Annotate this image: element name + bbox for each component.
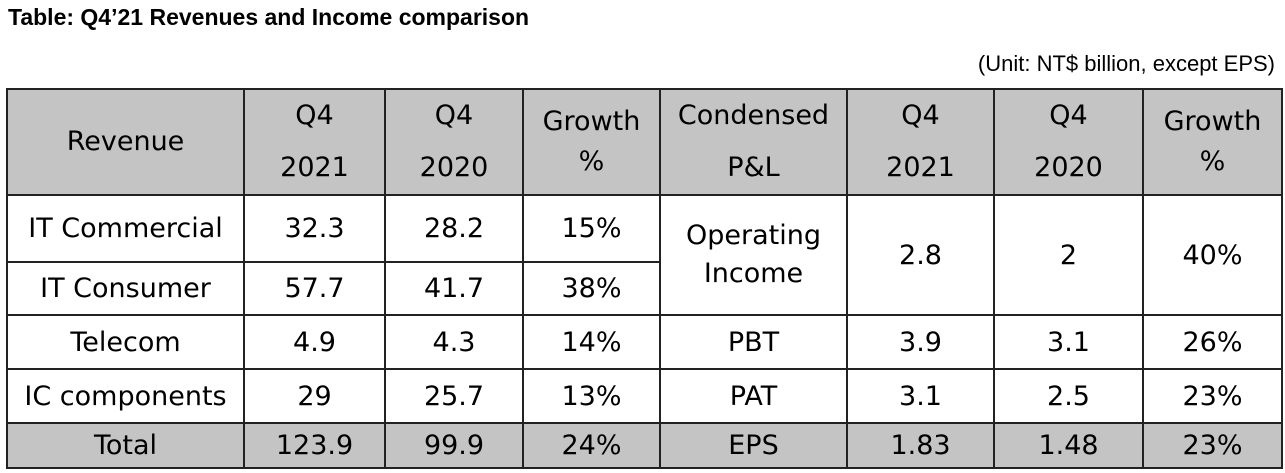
revenue-q4-2021: 29 xyxy=(243,368,386,424)
header-pl-q4-2021-line2: 2021 xyxy=(886,152,955,183)
header-pl-q4-2020: Q4 2020 xyxy=(993,88,1144,196)
total-row: Total 123.9 99.9 24% EPS 1.83 1.48 23% xyxy=(6,422,1283,469)
revenue-growth: 15% xyxy=(522,194,661,263)
revenue-q4-2020: 99.9 xyxy=(384,422,524,469)
revenue-q4-2020: 4.3 xyxy=(384,314,524,370)
revenue-growth: 14% xyxy=(522,314,661,370)
pl-item: PBT xyxy=(659,314,848,370)
table-row: Telecom 4.9 4.3 14% PBT 3.9 3.1 26% xyxy=(6,314,1283,370)
pl-growth: 23% xyxy=(1142,422,1283,469)
revenue-q4-2021: 123.9 xyxy=(243,422,386,469)
header-q4-2020-line2: 2020 xyxy=(419,152,489,183)
comparison-table: Revenue Q4 2021 Q4 2020 Growth % Condens… xyxy=(6,88,1283,469)
revenue-q4-2020: 25.7 xyxy=(384,368,524,424)
pl-q4-2021: 3.9 xyxy=(846,314,995,370)
pl-q4-2020: 3.1 xyxy=(993,314,1144,370)
pl-q4-2021: 3.1 xyxy=(846,368,995,424)
pl-growth: 26% xyxy=(1142,314,1283,370)
header-pl-growth-line2: % xyxy=(1199,146,1226,177)
pl-q4-2021: 2.8 xyxy=(846,194,995,316)
header-pl-q4-2020-line1: Q4 xyxy=(1049,100,1088,131)
pl-q4-2020: 2.5 xyxy=(993,368,1144,424)
revenue-segment: IC components xyxy=(6,368,245,424)
revenue-segment: Telecom xyxy=(6,314,245,370)
revenue-q4-2020: 28.2 xyxy=(384,194,524,263)
header-pl-growth: Growth % xyxy=(1142,88,1283,196)
header-pl-q4-2020-line2: 2020 xyxy=(1034,152,1103,183)
header-pl-q4-2021: Q4 2021 xyxy=(846,88,995,196)
pl-item-line2: Income xyxy=(703,258,804,289)
revenue-q4-2021: 57.7 xyxy=(243,261,386,316)
header-condensed-line2: P&L xyxy=(727,152,780,183)
header-q4-2021-line2: 2021 xyxy=(280,152,349,183)
header-condensed-pl: Condensed P&L xyxy=(659,88,848,196)
table-row: IT Consumer 57.7 41.7 38% xyxy=(6,261,1282,316)
pl-growth: 23% xyxy=(1142,368,1283,424)
table-row: IC components 29 25.7 13% PAT 3.1 2.5 23… xyxy=(6,368,1283,424)
header-pl-growth-line1: Growth xyxy=(1163,106,1262,137)
revenue-q4-2021: 32.3 xyxy=(243,194,386,263)
revenue-segment: IT Commercial xyxy=(6,194,245,263)
table-title: Table: Q4’21 Revenues and Income compari… xyxy=(8,4,530,30)
header-q4-2020-line1: Q4 xyxy=(434,100,474,131)
pl-item-line1: Operating xyxy=(686,220,821,251)
pl-growth: 40% xyxy=(1142,194,1283,316)
header-growth-line2: % xyxy=(578,146,605,177)
revenue-growth: 13% xyxy=(522,368,661,424)
header-q4-2021: Q4 2021 xyxy=(243,88,386,196)
header-q4-2021-line1: Q4 xyxy=(295,100,334,131)
pl-item: PAT xyxy=(659,368,848,424)
header-growth-line1: Growth xyxy=(542,106,641,137)
pl-q4-2021: 1.83 xyxy=(846,422,995,469)
table-row: IT Commercial 32.3 28.2 15% Operating In… xyxy=(6,194,1283,316)
header-row: Revenue Q4 2021 Q4 2020 Growth % Condens… xyxy=(6,88,1283,196)
pl-q4-2020: 2 xyxy=(993,194,1144,316)
revenue-segment: Total xyxy=(6,422,245,469)
revenue-q4-2020: 41.7 xyxy=(384,261,524,316)
header-q4-2020: Q4 2020 xyxy=(384,88,524,196)
header-growth: Growth % xyxy=(522,88,661,196)
revenue-growth: 38% xyxy=(522,261,661,316)
header-revenue: Revenue xyxy=(6,88,245,196)
pl-q4-2020: 1.48 xyxy=(993,422,1144,469)
header-pl-q4-2021-line1: Q4 xyxy=(901,100,940,131)
pl-item: Operating Income xyxy=(659,194,848,316)
revenue-growth: 24% xyxy=(522,422,661,469)
revenue-q4-2021: 4.9 xyxy=(243,314,386,370)
pl-item: EPS xyxy=(659,422,848,469)
revenue-segment: IT Consumer xyxy=(6,261,245,316)
header-condensed-line1: Condensed xyxy=(677,100,830,131)
unit-note: (Unit: NT$ billion, except EPS) xyxy=(977,51,1275,76)
